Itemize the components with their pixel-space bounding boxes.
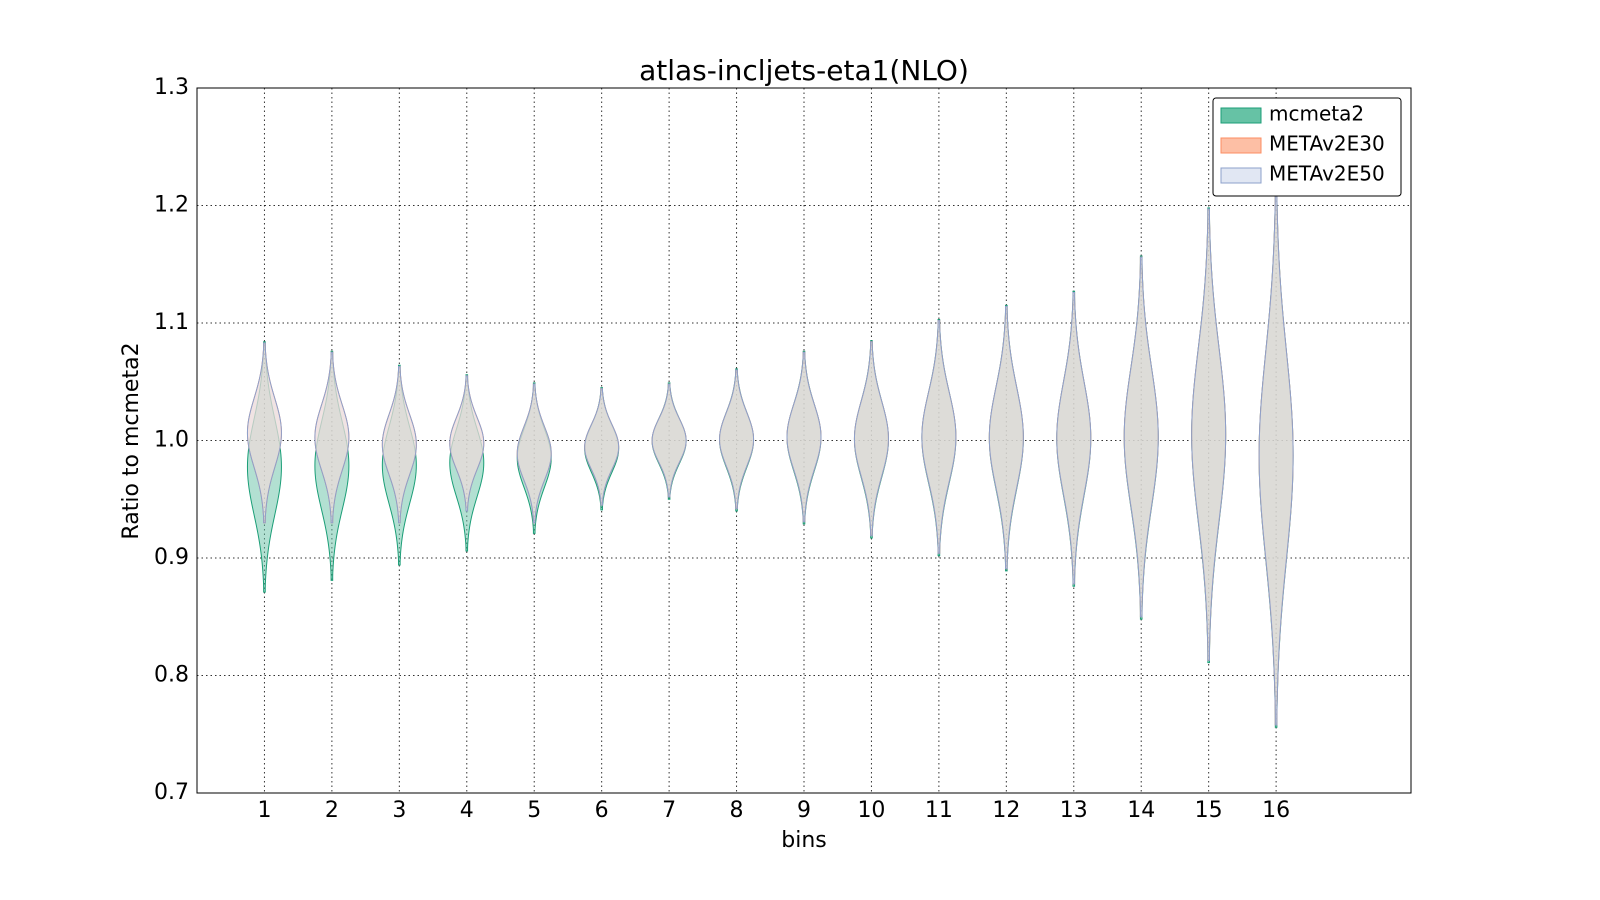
chart-title: atlas-incljets-eta1(NLO) (639, 54, 969, 87)
violin (449, 375, 485, 512)
x-axis-label: bins (781, 828, 826, 853)
y-tick-label: 1.0 (154, 428, 189, 453)
violin (246, 342, 282, 524)
x-tick-label: 7 (662, 798, 676, 823)
violin (1056, 291, 1092, 585)
legend-label: mcmeta2 (1269, 102, 1364, 126)
violin (584, 388, 620, 506)
plot-frame (196, 87, 1412, 794)
y-tick-label: 0.7 (154, 780, 189, 805)
x-tick-label: 1 (257, 798, 271, 823)
violin (516, 383, 552, 524)
legend-swatch (1220, 107, 1262, 124)
x-tick-label: 14 (1127, 798, 1155, 823)
violin (853, 341, 889, 537)
x-tick-label: 11 (925, 798, 953, 823)
x-tick-label: 13 (1060, 798, 1088, 823)
legend-label: METAv2E30 (1269, 132, 1385, 156)
legend-swatch (1220, 167, 1262, 184)
y-tick-label: 1.2 (154, 193, 189, 218)
x-tick-label: 6 (595, 798, 609, 823)
violin (1191, 208, 1227, 661)
x-tick-label: 10 (857, 798, 885, 823)
x-tick-label: 8 (730, 798, 744, 823)
violin (988, 306, 1024, 570)
y-axis-label: Ratio to mcmeta2 (119, 342, 144, 539)
y-tick-label: 0.8 (154, 663, 189, 688)
x-tick-label: 9 (797, 798, 811, 823)
legend-label: METAv2E50 (1269, 162, 1385, 186)
y-tick-label: 0.9 (154, 545, 189, 570)
x-tick-label: 2 (325, 798, 339, 823)
violin (314, 351, 350, 524)
x-tick-label: 12 (992, 798, 1020, 823)
legend-swatch (1220, 137, 1262, 154)
y-tick-label: 1.1 (154, 310, 189, 335)
x-tick-label: 5 (527, 798, 541, 823)
x-tick-label: 4 (460, 798, 474, 823)
violin (651, 383, 687, 498)
violin (381, 365, 417, 524)
x-tick-label: 16 (1262, 798, 1290, 823)
violin (719, 369, 755, 510)
x-tick-label: 3 (392, 798, 406, 823)
x-tick-label: 15 (1195, 798, 1223, 823)
violin (786, 351, 822, 523)
violin (921, 320, 957, 554)
violin (1123, 256, 1159, 618)
y-tick-label: 1.3 (154, 75, 189, 100)
violin (1258, 185, 1294, 726)
